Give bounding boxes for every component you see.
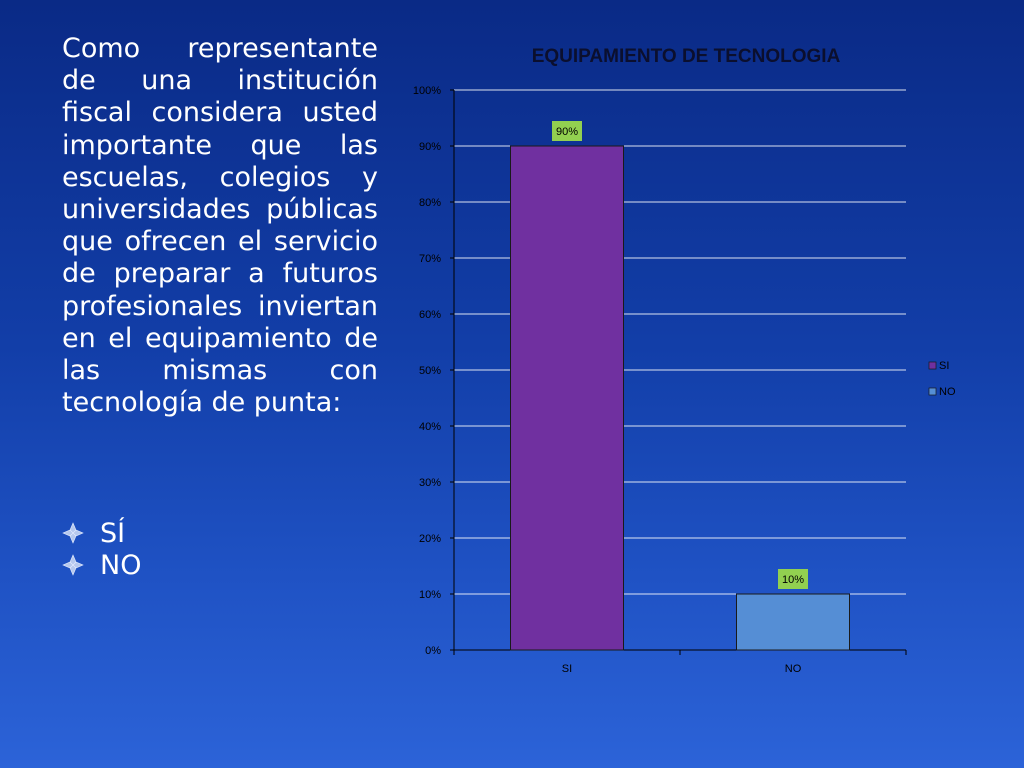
- legend-swatch: [928, 387, 937, 396]
- y-tick-label: 10%: [419, 589, 441, 601]
- data-label-background: [778, 569, 808, 589]
- legend-swatch: [928, 361, 937, 370]
- y-tick-label: 60%: [419, 309, 441, 321]
- data-label-background: [552, 121, 582, 141]
- y-tick-label: 90%: [419, 141, 441, 153]
- bar: [510, 145, 624, 651]
- legend-label: NO: [939, 386, 956, 398]
- diamond-bullet-icon: [62, 554, 84, 576]
- options-list: SÍ NO: [62, 517, 141, 581]
- x-tick-label: NO: [785, 663, 802, 675]
- y-tick-label: 50%: [419, 365, 441, 377]
- chart-title: EQUIPAMIENTO DE TECNOLOGIA: [531, 46, 841, 67]
- x-tick-label: SI: [562, 663, 572, 675]
- y-tick-label: 30%: [419, 477, 441, 489]
- y-tick-label: 40%: [419, 421, 441, 433]
- y-tick-label: 100%: [413, 85, 441, 97]
- y-tick-label: 0%: [425, 645, 441, 657]
- legend-label: SI: [939, 360, 949, 372]
- diamond-bullet-icon: [62, 522, 84, 544]
- data-label: 10%: [782, 574, 804, 586]
- option-label: SÍ: [100, 517, 126, 549]
- y-tick-label: 80%: [419, 197, 441, 209]
- option-si: SÍ: [62, 517, 141, 549]
- bar: [736, 593, 850, 651]
- option-label: NO: [100, 549, 142, 581]
- y-tick-label: 70%: [419, 253, 441, 265]
- option-no: NO: [62, 549, 141, 581]
- data-label: 90%: [556, 126, 578, 138]
- y-tick-label: 20%: [419, 533, 441, 545]
- question-text: Como representante de una institución fi…: [62, 33, 378, 419]
